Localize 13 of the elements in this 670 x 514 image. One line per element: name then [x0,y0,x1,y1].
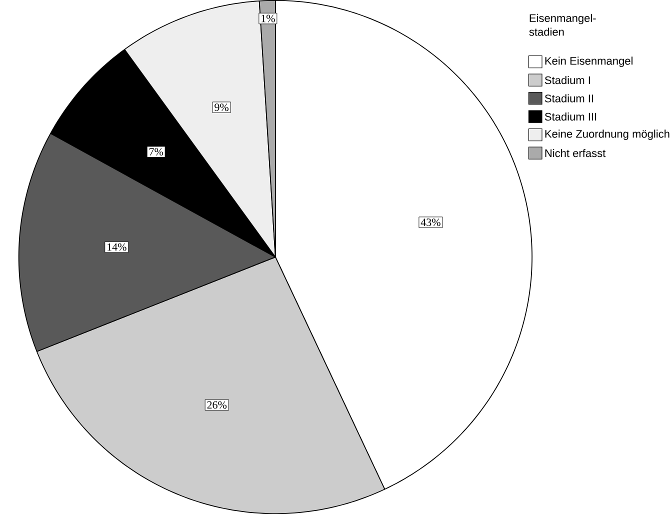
legend-label: Stadium II [544,94,593,102]
legend-title: Eisenmangel-stadien [529,14,596,36]
legend-label: Kein Eisenmangel [545,56,632,67]
legend-label: Nicht erfasst [545,148,606,158]
data-label: 14% [108,243,126,251]
data-label: 26% [207,401,227,409]
legend-label: Stadium I [544,76,590,84]
data-label: 1% [262,14,275,22]
legend-label: Keine Zuordnung möglich [545,130,670,140]
data-label: 43% [420,218,440,226]
data-label: 9% [214,104,229,112]
legend-label: Stadium III [544,112,596,121]
data-label: 7% [149,148,164,156]
